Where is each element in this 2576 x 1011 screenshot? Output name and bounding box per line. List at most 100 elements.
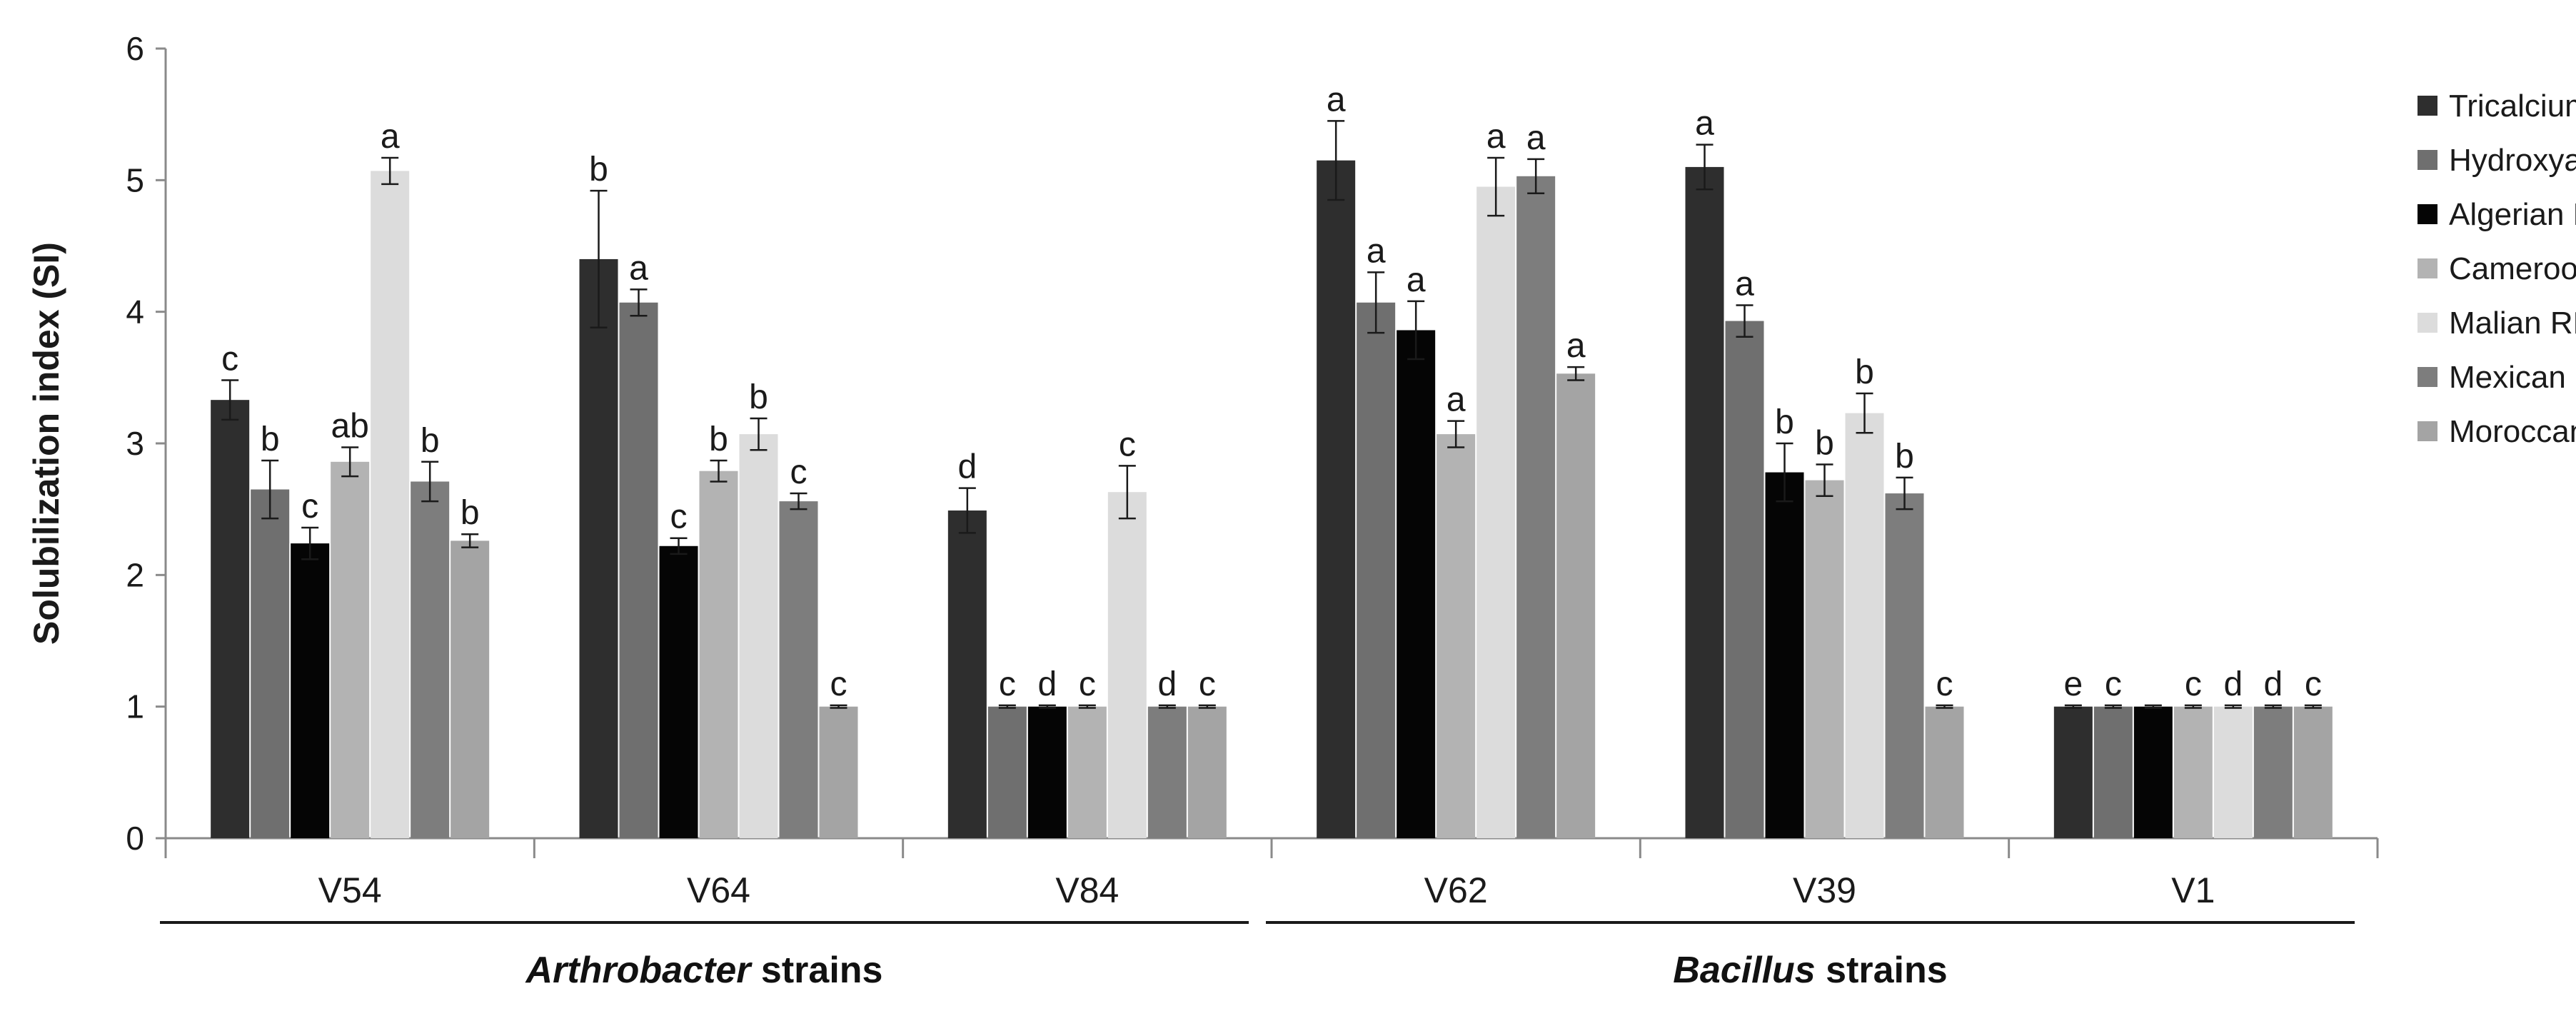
bar — [779, 501, 818, 838]
bar — [1516, 176, 1556, 838]
significance-letter: c — [1199, 665, 1216, 703]
significance-letter: b — [1895, 438, 1914, 476]
legend-swatch — [2417, 258, 2437, 278]
bar — [1476, 186, 1516, 838]
y-tick-label: 3 — [126, 425, 144, 462]
significance-letter: c — [2105, 665, 2122, 703]
significance-letter: d — [1037, 665, 1057, 703]
bar — [1765, 472, 1804, 838]
bar — [1187, 706, 1227, 838]
significance-letter: c — [999, 665, 1016, 703]
significance-letter: c — [1936, 665, 1953, 703]
bar — [2133, 706, 2173, 838]
legend-swatch — [2417, 96, 2437, 116]
category-label-v1: V1 — [2171, 870, 2215, 910]
bar — [2093, 706, 2133, 838]
bar — [2173, 706, 2213, 838]
bar — [739, 434, 778, 838]
significance-letter: c — [790, 453, 807, 491]
significance-letter: a — [1407, 261, 1426, 299]
bar — [1067, 706, 1107, 838]
legend-label: Hydroxyapatite — [2449, 143, 2576, 178]
group-suffix: strains — [1816, 950, 1948, 991]
group-label: Bacillus strains — [1673, 950, 1947, 991]
legend-swatch — [2417, 150, 2437, 170]
group-label: Arthrobacter strains — [525, 950, 883, 991]
significance-letter: c — [2305, 665, 2322, 703]
bar — [1925, 706, 1964, 838]
significance-letter: b — [261, 421, 280, 458]
category-label-v39: V39 — [1793, 870, 1856, 910]
bar — [1147, 706, 1187, 838]
category-label-v62: V62 — [1424, 870, 1488, 910]
significance-letter: b — [749, 378, 768, 416]
category-label-v64: V64 — [687, 870, 750, 910]
significance-letter: d — [2223, 665, 2243, 703]
significance-letter: a — [1526, 119, 1546, 157]
significance-letter: b — [709, 421, 728, 458]
bar — [1725, 321, 1764, 838]
significance-letter: c — [301, 488, 318, 525]
legend-swatch — [2417, 313, 2437, 333]
category-label-v84: V84 — [1055, 870, 1119, 910]
bar — [1397, 330, 1436, 838]
bar — [451, 540, 490, 838]
bar — [1027, 706, 1067, 838]
significance-letter: d — [2263, 665, 2283, 703]
y-tick-label: 2 — [126, 556, 144, 593]
bar — [987, 706, 1027, 838]
significance-letter: ab — [331, 408, 368, 446]
group-genus: Arthrobacter — [525, 950, 753, 991]
significance-letter: a — [1695, 105, 1714, 143]
bar — [2213, 706, 2253, 838]
bar — [2053, 706, 2093, 838]
y-tick-label: 6 — [126, 30, 144, 67]
significance-letter: b — [461, 494, 480, 532]
bar — [1437, 434, 1476, 838]
significance-letter: c — [1079, 665, 1096, 703]
bar — [1556, 373, 1596, 838]
legend-swatch — [2417, 367, 2437, 387]
bar — [371, 171, 410, 838]
significance-letter: a — [1327, 81, 1346, 119]
bar — [211, 400, 250, 838]
bar — [291, 543, 330, 838]
legend: Tricalcium P Hydroxyapatite Algerian RP Cam… — [2417, 89, 2576, 449]
legend-label: Mexican RP — [2449, 360, 2576, 395]
category-label-v54: V54 — [318, 870, 382, 910]
significance-letter: c — [221, 341, 238, 378]
significance-letter: b — [421, 422, 440, 460]
bar — [1357, 302, 1396, 839]
significance-letter: d — [957, 448, 977, 486]
strain-groups: Arthrobacter strains Bacillus strains — [160, 921, 2355, 991]
bar — [1805, 480, 1844, 838]
significance-letter: a — [1486, 118, 1506, 156]
bar — [619, 302, 658, 839]
bar — [1685, 166, 1724, 838]
significance-letter: e — [2063, 665, 2083, 703]
bar — [331, 461, 370, 838]
bar — [1845, 413, 1884, 838]
bar — [947, 510, 987, 838]
significance-letter: b — [1855, 353, 1874, 391]
significance-letter: b — [1815, 424, 1834, 462]
bars — [211, 120, 2333, 839]
legend-label: Tricalcium P — [2449, 89, 2576, 124]
y-tick-label: 5 — [126, 161, 144, 198]
y-tick-label: 0 — [126, 820, 144, 857]
bar — [411, 481, 450, 838]
legend-label: Malian RP — [2449, 306, 2576, 341]
bar — [1107, 492, 1147, 838]
significance-letter: a — [1367, 232, 1386, 270]
legend-swatch — [2417, 421, 2437, 441]
significance-letter: c — [2185, 665, 2202, 703]
bar — [251, 489, 290, 838]
significance-letter: a — [1735, 265, 1754, 303]
significance-letter: b — [589, 151, 608, 188]
significance-letter: c — [670, 498, 688, 536]
y-tick-label: 4 — [126, 293, 144, 331]
y-axis-title: Solubilization index (SI) — [26, 242, 66, 645]
significance-letter: c — [1119, 426, 1136, 463]
group-genus: Bacillus — [1673, 950, 1815, 991]
